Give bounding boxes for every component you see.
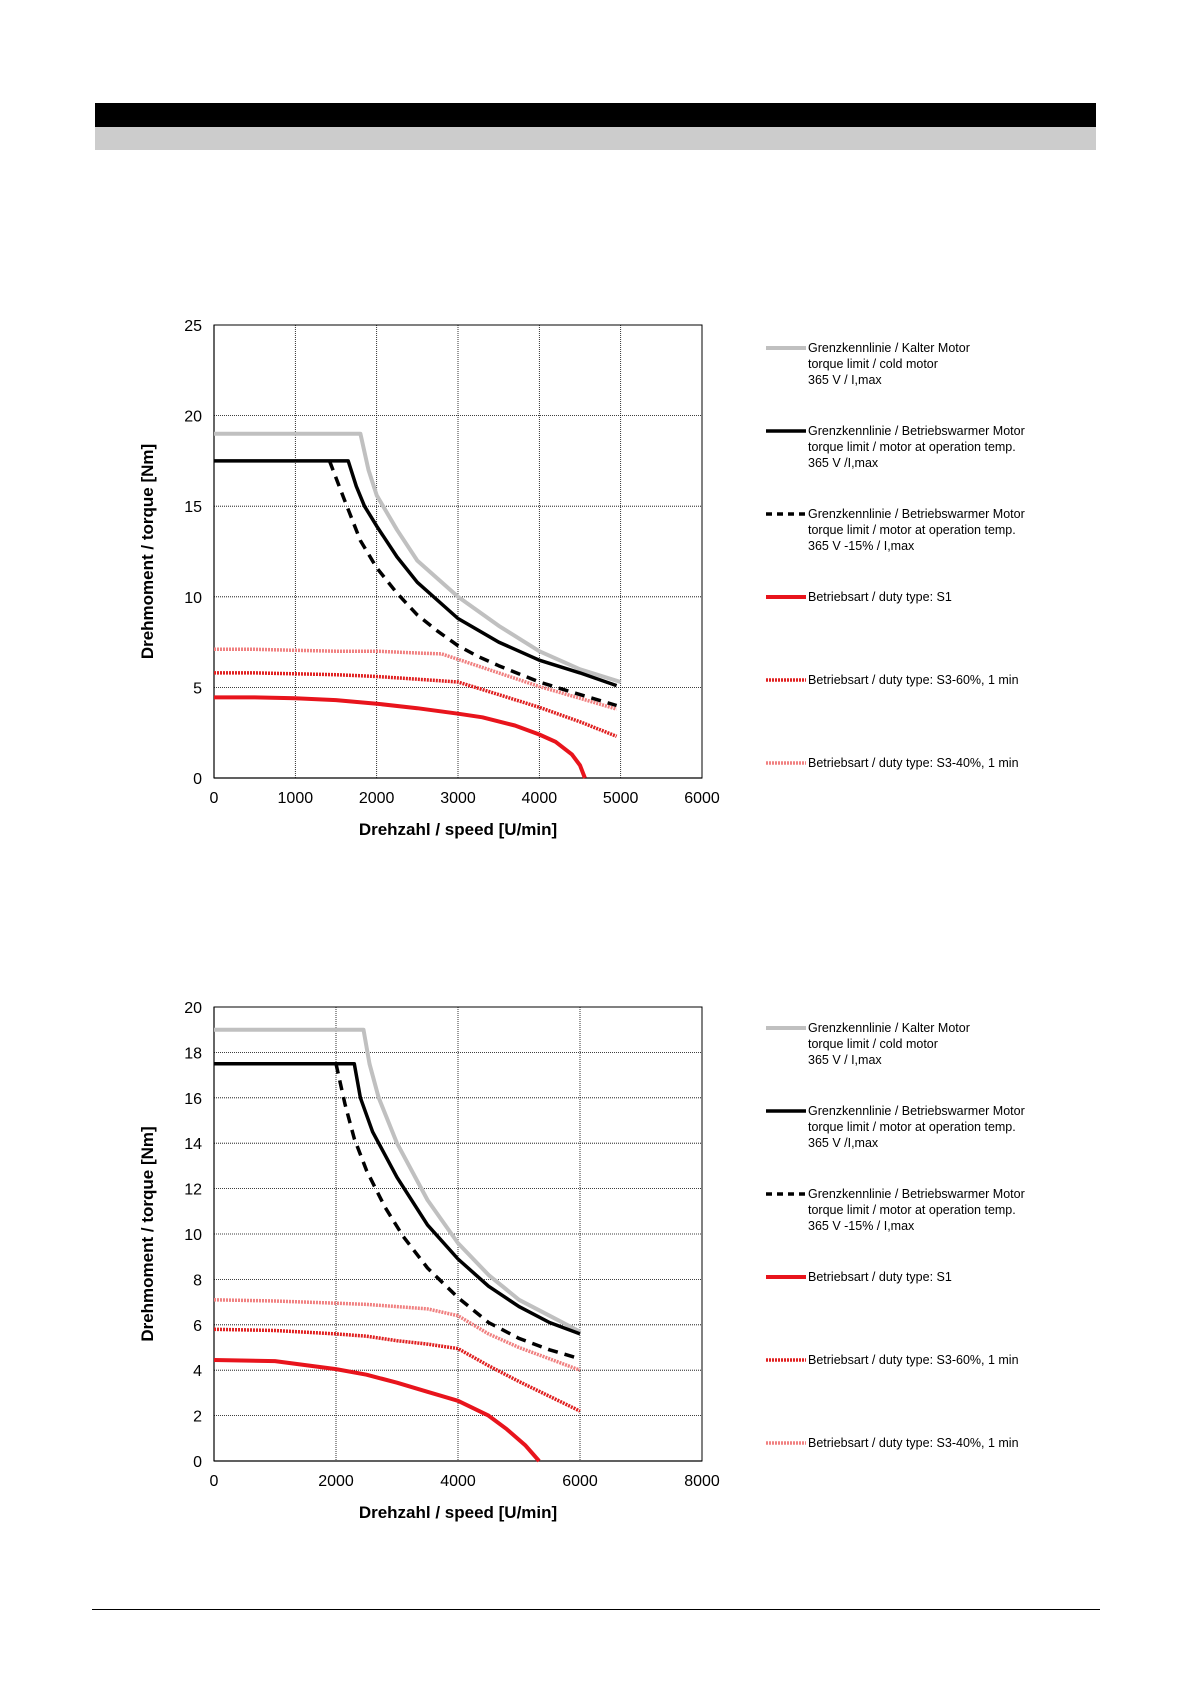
series-line-s1 [213,1358,541,1463]
y-tick-label: 14 [184,1136,202,1153]
y-tick-label: 4 [193,1363,202,1380]
y-tick-label: 0 [193,1454,202,1471]
series-line-s1 [214,695,587,779]
legend-text: Grenzkennlinie / Betriebswarmer Motor [808,507,1025,521]
x-tick-label: 1000 [278,790,314,807]
y-tick-label: 8 [193,1272,202,1289]
series-line-warm-dashed [327,460,618,708]
y-tick-label: 10 [184,590,202,607]
x-tick-label: 3000 [440,790,476,807]
legend-text: 365 V /I,max [808,456,879,470]
legend-text: Betriebsart / duty type: S3-60%, 1 min [808,673,1019,687]
y-tick-label: 0 [193,771,202,788]
legend-text: Betriebsart / duty type: S1 [808,1270,952,1284]
y-tick-label: 10 [184,1227,202,1244]
series-line-warm [214,1062,581,1336]
torque-speed-chart-1: 0 1000 2000 3000 4000 5000 6000 0 5 10 15 20 25 Drehz… [138,318,1025,839]
x-tick-label: 0 [210,790,219,807]
x-axis-label: Drehzahl / speed [U/min] [359,1503,557,1522]
y-tick-label: 18 [184,1045,202,1062]
y-tick-label: 20 [184,1000,202,1017]
y-tick-label: 25 [184,318,202,335]
series-line-warm [214,459,618,688]
series-line-s3-60 [213,1327,581,1413]
y-axis-label: Drehmoment / torque [Nm] [138,444,157,659]
legend-text: torque limit / cold motor [808,357,938,371]
legend-text: Grenzkennlinie / Betriebswarmer Motor [808,1104,1025,1118]
y-tick-label: 16 [184,1091,202,1108]
y-tick-label: 12 [184,1182,202,1199]
legend-text: Betriebsart / duty type: S3-40%, 1 min [808,756,1019,770]
legend-text: Grenzkennlinie / Betriebswarmer Motor [808,424,1025,438]
footer-rule [92,1609,1100,1610]
series-line-warm-dashed [334,1063,581,1361]
series-line-s3-40 [213,1298,581,1372]
x-tick-label: 0 [210,1473,219,1490]
legend-text: 365 V / I,max [808,1053,882,1067]
legend-text: Betriebsart / duty type: S3-40%, 1 min [808,1436,1019,1450]
x-tick-label: 4000 [440,1473,476,1490]
legend-text: 365 V -15% / I,max [808,539,915,553]
x-tick-label: 5000 [603,790,639,807]
legend-text: Betriebsart / duty type: S3-60%, 1 min [808,1353,1019,1367]
x-tick-label: 6000 [684,790,720,807]
series-line-cold [214,431,622,684]
series-line-s3-40 [214,647,618,711]
torque-speed-chart-2: 0 2000 4000 6000 8000 0 2 4 6 8 10 12 14 16 18 20 Drehza… [138,1000,1025,1522]
x-tick-label: 2000 [318,1473,354,1490]
x-tick-label: 8000 [684,1473,720,1490]
y-tick-label: 5 [193,680,202,697]
legend-text: torque limit / motor at operation temp. [808,523,1016,537]
x-axis-label: Drehzahl / speed [U/min] [359,820,557,839]
header-subbar [95,127,1096,150]
legend-text: Grenzkennlinie / Kalter Motor [808,341,970,355]
y-tick-label: 15 [184,499,202,516]
legend-text: Grenzkennlinie / Kalter Motor [808,1021,970,1035]
y-tick-label: 20 [184,409,202,426]
legend-text: 365 V -15% / I,max [808,1219,915,1233]
y-tick-label: 2 [193,1409,202,1426]
legend-text: torque limit / motor at operation temp. [808,1203,1016,1217]
x-tick-label: 6000 [562,1473,598,1490]
x-tick-label: 2000 [359,790,395,807]
legend-text: torque limit / motor at operation temp. [808,1120,1016,1134]
header-bar [95,103,1096,127]
series-line-cold [214,1027,581,1334]
legend-text: Betriebsart / duty type: S1 [808,590,952,604]
legend-text: Grenzkennlinie / Betriebswarmer Motor [808,1187,1025,1201]
legend-text: torque limit / motor at operation temp. [808,440,1016,454]
x-tick-label: 4000 [522,790,558,807]
legend-text: 365 V /I,max [808,1136,879,1150]
y-axis-label: Drehmoment / torque [Nm] [138,1126,157,1341]
legend-text: torque limit / cold motor [808,1037,938,1051]
legend-text: 365 V / I,max [808,373,882,387]
y-tick-label: 6 [193,1318,202,1335]
series-line-s3-60 [214,671,618,738]
